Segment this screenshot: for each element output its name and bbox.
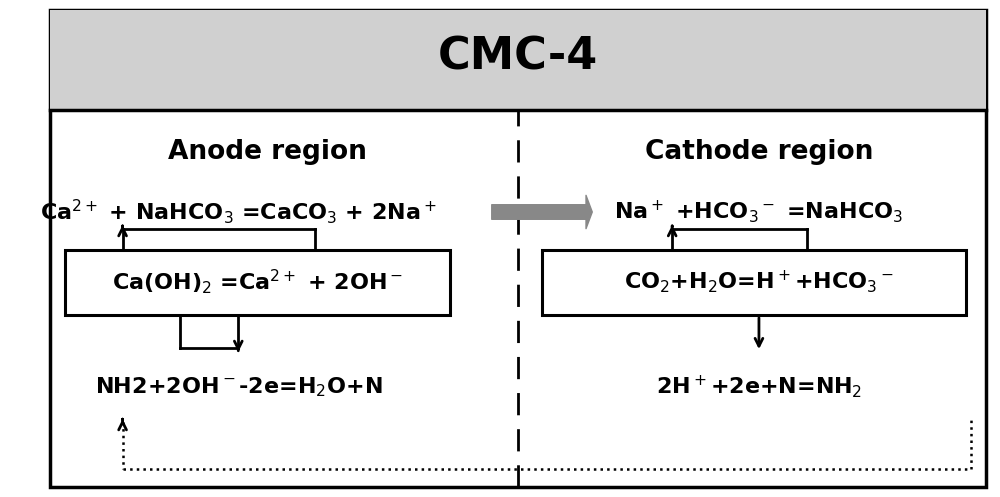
FancyBboxPatch shape bbox=[50, 10, 986, 487]
FancyBboxPatch shape bbox=[65, 250, 450, 315]
Text: Na$^+$ +HCO$_3$$^-$ =NaHCO$_3$: Na$^+$ +HCO$_3$$^-$ =NaHCO$_3$ bbox=[614, 198, 903, 226]
FancyBboxPatch shape bbox=[542, 250, 966, 315]
Text: Ca$^{2+}$ + NaHCO$_3$ =CaCO$_3$ + 2Na$^+$: Ca$^{2+}$ + NaHCO$_3$ =CaCO$_3$ + 2Na$^+… bbox=[40, 198, 437, 227]
Text: NH2+2OH$^-$-2e=H$_2$O+N: NH2+2OH$^-$-2e=H$_2$O+N bbox=[95, 375, 382, 399]
Text: Anode region: Anode region bbox=[168, 139, 367, 165]
FancyBboxPatch shape bbox=[50, 10, 986, 110]
Text: 2H$^+$+2e+N=NH$_2$: 2H$^+$+2e+N=NH$_2$ bbox=[656, 374, 862, 401]
Text: Ca(OH)$_2$ =Ca$^{2+}$ + 2OH$^-$: Ca(OH)$_2$ =Ca$^{2+}$ + 2OH$^-$ bbox=[112, 267, 403, 296]
Text: Cathode region: Cathode region bbox=[645, 139, 873, 165]
Text: CMC-4: CMC-4 bbox=[438, 35, 598, 79]
Text: CO$_2$+H$_2$O=H$^+$+HCO$_3$$^-$: CO$_2$+H$_2$O=H$^+$+HCO$_3$$^-$ bbox=[624, 268, 894, 295]
